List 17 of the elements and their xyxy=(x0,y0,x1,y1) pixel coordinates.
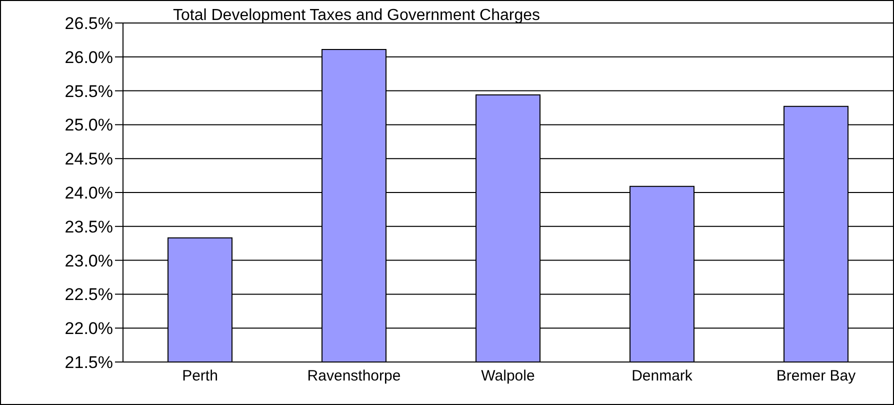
y-tick-label: 24.0% xyxy=(64,184,113,203)
y-tick-label: 23.0% xyxy=(64,251,113,270)
x-tick-label: Bremer Bay xyxy=(776,368,856,385)
y-tick-label: 23.5% xyxy=(64,217,113,236)
x-tick-label: Walpole xyxy=(481,368,535,385)
y-tick-label: 25.0% xyxy=(64,116,113,135)
chart-title: Total Development Taxes and Government Charges xyxy=(173,7,540,25)
x-tick-label: Ravensthorpe xyxy=(307,368,401,385)
y-tick-label: 21.5% xyxy=(64,353,113,372)
x-tick-label: Perth xyxy=(182,368,218,385)
y-tick-label: 26.0% xyxy=(64,48,113,67)
y-tick-label: 24.5% xyxy=(64,150,113,169)
y-tick-label: 22.0% xyxy=(64,319,113,338)
y-tick-label: 25.5% xyxy=(64,82,113,101)
y-tick-label: 26.5% xyxy=(64,14,113,34)
x-tick-label: Denmark xyxy=(632,368,693,385)
y-tick-label: 22.5% xyxy=(64,285,113,304)
